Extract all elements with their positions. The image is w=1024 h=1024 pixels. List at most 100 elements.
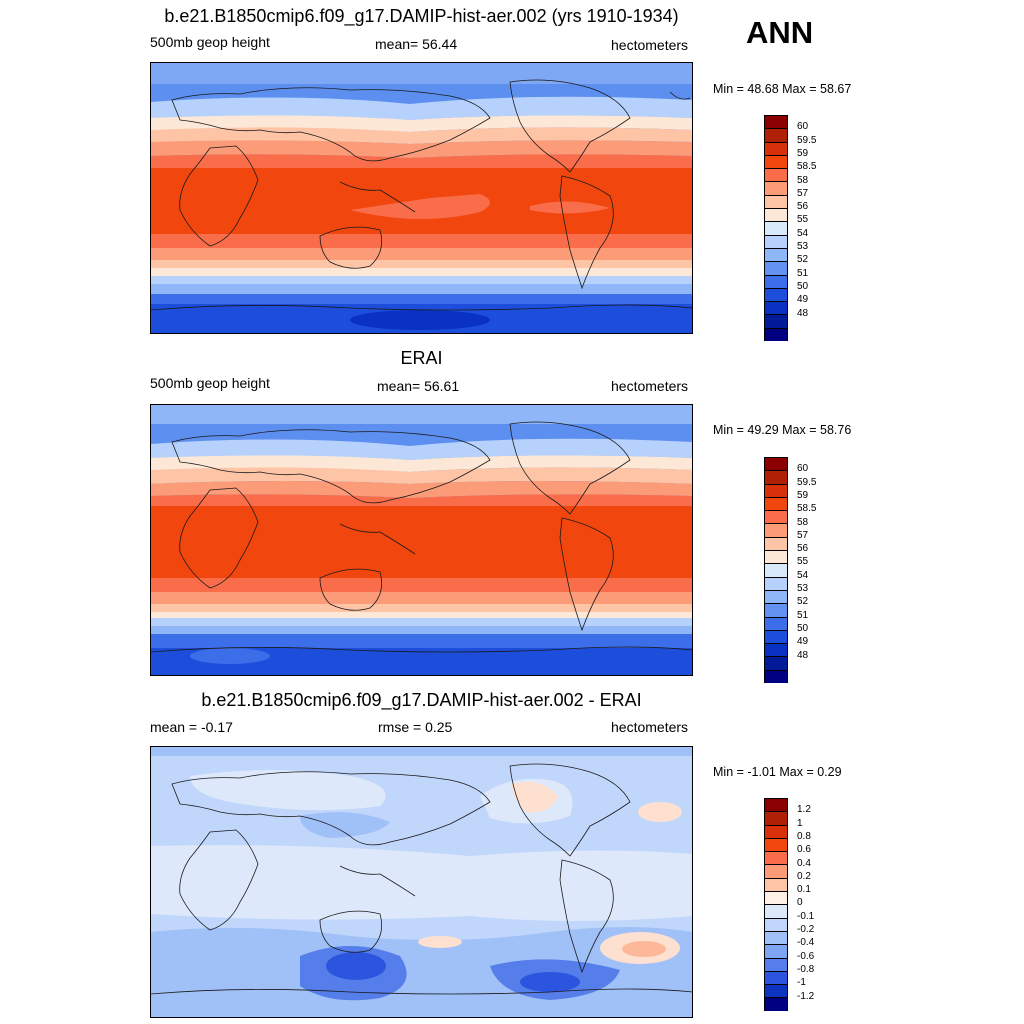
colorbar-swatch — [764, 984, 788, 998]
colorbar-tick-label: 0 — [797, 897, 803, 909]
colorbar-tick-label: 53 — [797, 583, 809, 594]
colorbar-tick-label: -0.8 — [797, 963, 815, 975]
colorbar-swatch — [764, 917, 788, 931]
colorbar-tick-label: 0.1 — [797, 884, 811, 896]
colorbar-tick-label: -0.4 — [797, 937, 815, 949]
colorbar-tick-label: 54 — [797, 569, 809, 581]
colorbar-swatch — [764, 824, 788, 838]
colorbar-swatch — [764, 536, 788, 551]
colorbar-tick-label: 49 — [797, 636, 809, 648]
colorbar-swatch — [764, 970, 788, 985]
colorbar-tick-label: -1 — [797, 977, 806, 989]
colorbar-tick-label: 48 — [797, 649, 809, 661]
colorbar-swatch — [764, 669, 788, 684]
colorbar-tick-label: 51 — [797, 609, 809, 621]
colorbar-tick-label: 60 — [797, 121, 809, 133]
colorbar-tick-label: 57 — [797, 187, 809, 199]
colorbar-swatch — [764, 957, 788, 971]
colorbar-tick-label: -0.6 — [797, 950, 815, 962]
colorbar-tick-label: 49 — [797, 294, 809, 306]
panel1-map — [150, 62, 693, 334]
colorbar-swatch — [764, 115, 788, 129]
colorbar-tick-label: 50 — [797, 622, 809, 634]
colorbar-tick-label: -0.2 — [797, 924, 815, 935]
colorbar-swatch — [764, 247, 788, 262]
colorbar-tick-label: 54 — [797, 227, 809, 239]
colorbar-tick-label: -1.2 — [797, 990, 815, 1002]
colorbar-swatch — [764, 496, 788, 511]
colorbar-swatch — [764, 851, 788, 865]
colorbar-swatch — [764, 141, 788, 155]
colorbar-swatch — [764, 603, 788, 617]
colorbar-tick-label: 59 — [797, 147, 809, 159]
panel3-mean-label: mean = -0.17 — [150, 719, 233, 735]
panel1-title: b.e21.B1850cmip6.f09_g17.DAMIP-hist-aer.… — [164, 6, 679, 26]
colorbar-swatch — [764, 181, 788, 195]
colorbar-tick-label: 59.5 — [797, 134, 817, 146]
colorbar-swatch — [764, 904, 788, 918]
colorbar-swatch — [764, 944, 788, 958]
colorbar-tick-label: 48 — [797, 307, 809, 319]
colorbar-swatch — [764, 261, 788, 275]
panel3-colorbar: 1.2 1 0.8 0.6 0.4 0.2 0.1 0 -0.1 -0.2 -0.4 -0.6 -0.8… — [764, 798, 814, 1011]
panel2-variable-label: 500mb geop height — [150, 375, 270, 391]
panel1-units-label: hectometers — [611, 37, 689, 53]
colorbar-swatch — [764, 811, 788, 825]
colorbar-tick-label: 58 — [797, 174, 809, 186]
panel2-units-label: hectometers — [611, 378, 689, 394]
colorbar-tick-label: 60 — [797, 463, 809, 475]
colorbar-swatch — [764, 221, 788, 235]
colorbar-swatch — [764, 656, 788, 670]
colorbar-tick-label: 58.5 — [797, 503, 817, 515]
panel1-minmax: Min = 48.68 Max = 58.67 — [713, 82, 852, 96]
colorbar-tick-label: 57 — [797, 529, 809, 541]
colorbar-swatch — [764, 510, 788, 524]
colorbar-tick-label: 0.6 — [797, 844, 811, 856]
colorbar-swatch — [764, 483, 788, 497]
colorbar-swatch — [764, 997, 788, 1011]
colorbar-tick-label: 52 — [797, 254, 809, 266]
season-label: ANN — [746, 15, 814, 50]
colorbar-swatch — [764, 301, 788, 315]
colorbar-tick-label: 0.4 — [797, 857, 811, 869]
colorbar-swatch — [764, 194, 788, 209]
colorbar-tick-label: 52 — [797, 596, 809, 608]
colorbar-swatch — [764, 877, 788, 892]
panel3-title: b.e21.B1850cmip6.f09_g17.DAMIP-hist-aer.… — [201, 690, 642, 710]
colorbar-swatch — [764, 208, 788, 222]
colorbar-tick-label: 0.8 — [797, 830, 811, 842]
panel1-colorbar: 60 59.5 59 58.5 58 57 56 55 54 53 52 51 50 49 48 — [764, 115, 816, 342]
colorbar-swatch — [764, 457, 788, 471]
panel2-title: ERAI — [400, 348, 443, 368]
colorbar-tick-label: 1.2 — [797, 804, 811, 816]
colorbar-swatch — [764, 891, 788, 905]
colorbar-swatch — [764, 550, 788, 564]
colorbar-swatch — [764, 327, 788, 342]
colorbar-swatch — [764, 837, 788, 852]
panel2-colorbar: 60 59.5 59 58.5 58 57 56 55 54 53 52 51 50 49 48 — [764, 457, 816, 684]
colorbar-tick-label: 59.5 — [797, 476, 817, 488]
panel2-map — [150, 404, 693, 676]
panel1-mean-label: mean= 56.44 — [375, 36, 458, 52]
colorbar-swatch — [764, 563, 788, 577]
colorbar-swatch — [764, 589, 788, 604]
colorbar-tick-label: 1 — [797, 817, 803, 829]
colorbar-swatch — [764, 930, 788, 945]
colorbar-tick-label: 56 — [797, 201, 809, 213]
colorbar-tick-label: 0.2 — [797, 870, 811, 882]
colorbar-swatch — [764, 168, 788, 182]
colorbar-swatch — [764, 523, 788, 537]
colorbar-tick-label: 53 — [797, 241, 809, 252]
colorbar-tick-label: 59 — [797, 489, 809, 501]
colorbar-swatch — [764, 616, 788, 630]
colorbar-swatch — [764, 643, 788, 657]
colorbar-swatch — [764, 154, 788, 169]
panel3-map — [150, 746, 693, 1018]
colorbar-tick-label: 55 — [797, 556, 809, 568]
colorbar-tick-label: 58 — [797, 516, 809, 528]
colorbar-tick-label: 50 — [797, 280, 809, 292]
colorbar-swatch — [764, 287, 788, 302]
colorbar-swatch — [764, 274, 788, 288]
panel3-units-label: hectometers — [611, 719, 689, 735]
colorbar-swatch — [764, 234, 788, 248]
